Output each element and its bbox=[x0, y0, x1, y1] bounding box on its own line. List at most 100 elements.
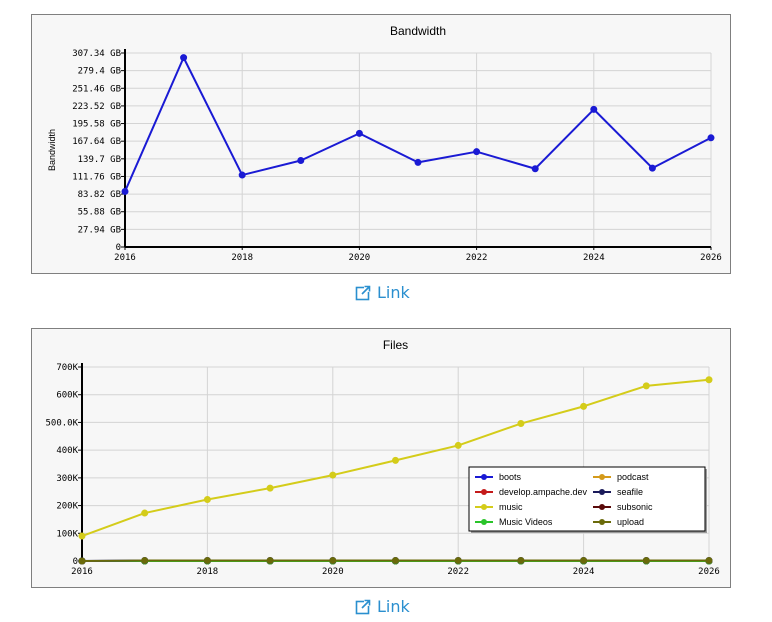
y-tick-label: 27.94 GB bbox=[78, 225, 121, 235]
data-point bbox=[642, 382, 650, 390]
y-axis-label: Bandwidth bbox=[47, 129, 57, 171]
y-tick-label: 200K bbox=[56, 502, 78, 512]
x-tick-label: 2024 bbox=[573, 567, 595, 577]
bandwidth-chart: Bandwidth 0 27.94 GB 55.88 GB 83.82 GB 111.76… bbox=[47, 24, 722, 263]
data-point bbox=[454, 441, 462, 449]
x-tick-label: 2018 bbox=[197, 567, 219, 577]
y-tick-label: 0 bbox=[73, 557, 78, 567]
data-point bbox=[414, 158, 422, 166]
y-tick-label: 195.58 GB bbox=[72, 120, 121, 130]
x-tick-label: 2026 bbox=[700, 253, 722, 263]
x-tick-label: 2024 bbox=[583, 253, 605, 263]
legend-label: boots bbox=[499, 472, 522, 482]
data-point bbox=[517, 556, 525, 564]
y-tick-label: 55.88 GB bbox=[78, 208, 121, 218]
y-tick-label: 600K bbox=[56, 391, 78, 401]
data-point bbox=[203, 556, 211, 564]
x-tick-label: 2020 bbox=[349, 253, 371, 263]
data-point bbox=[590, 105, 598, 113]
series-upload bbox=[78, 556, 713, 565]
external-link-icon bbox=[355, 284, 371, 300]
y-tick-label: 139.7 GB bbox=[78, 155, 121, 165]
legend-label: subsonic bbox=[617, 502, 653, 512]
data-point bbox=[517, 420, 525, 428]
x-tick-label: 2026 bbox=[698, 567, 720, 577]
legend-item: upload bbox=[593, 517, 644, 527]
plot-area bbox=[125, 53, 711, 247]
data-point bbox=[141, 509, 149, 517]
data-point bbox=[392, 556, 399, 564]
legend-label: develop.ampache.dev bbox=[499, 487, 588, 497]
legend-swatch-point bbox=[481, 489, 487, 495]
x-tick-label: 2016 bbox=[114, 253, 136, 263]
legend-item: Music Videos bbox=[475, 517, 553, 527]
bandwidth-link-label: Link bbox=[377, 283, 410, 302]
x-tick-label: 2020 bbox=[322, 567, 344, 577]
files-chart: Files 0 100K 200K 300K 400K 500.0K 600K 700K 2016… bbox=[45, 338, 720, 577]
y-tick-label: 111.76 GB bbox=[72, 172, 121, 182]
x-tick-label: 2022 bbox=[447, 567, 469, 577]
legend-swatch-point bbox=[481, 519, 487, 525]
data-point bbox=[121, 187, 129, 195]
data-point bbox=[531, 165, 539, 173]
data-point bbox=[580, 402, 588, 410]
data-point bbox=[78, 532, 86, 540]
series-music bbox=[78, 376, 713, 540]
files-link-label: Link bbox=[377, 597, 410, 616]
chart-title: Files bbox=[383, 338, 408, 352]
data-point bbox=[141, 556, 149, 564]
data-point bbox=[266, 484, 274, 492]
data-point bbox=[329, 556, 337, 564]
legend-item: music bbox=[475, 502, 523, 512]
files-chart-panel: Files 0 100K 200K 300K 400K 500.0K 600K 700K 2016… bbox=[31, 328, 731, 588]
data-point bbox=[203, 495, 211, 503]
y-tick-label: 83.82 GB bbox=[78, 190, 121, 200]
legend-label: music bbox=[499, 502, 523, 512]
legend-item: develop.ampache.dev bbox=[475, 487, 588, 497]
legend-box bbox=[468, 466, 706, 532]
legend-label: Music Videos bbox=[499, 517, 553, 527]
data-point bbox=[238, 171, 246, 179]
y-tick-label: 167.64 GB bbox=[72, 137, 121, 147]
data-point bbox=[297, 157, 305, 165]
y-tick-label: 300K bbox=[56, 474, 78, 484]
data-point bbox=[580, 556, 588, 564]
y-tick-label: 279.4 GB bbox=[78, 67, 121, 77]
y-tick-label: 100K bbox=[56, 529, 78, 539]
y-tick-label: 700K bbox=[56, 363, 78, 373]
data-point bbox=[329, 471, 337, 479]
legend-swatch-point bbox=[599, 474, 605, 480]
chart-title: Bandwidth bbox=[390, 24, 446, 38]
legend-label: podcast bbox=[617, 472, 649, 482]
legend: boots podcast develop.ampache.dev seafile mu… bbox=[468, 466, 707, 533]
y-tick-label: 307.34 GB bbox=[72, 49, 121, 59]
bandwidth-chart-panel: Bandwidth 0 27.94 GB 55.88 GB 83.82 GB 111.76… bbox=[31, 14, 731, 274]
legend-item: subsonic bbox=[593, 502, 653, 512]
y-tick-label: 0 bbox=[116, 243, 121, 253]
data-point bbox=[648, 164, 656, 172]
y-tick-label: 223.52 GB bbox=[72, 102, 121, 112]
data-point bbox=[454, 556, 462, 564]
data-point bbox=[392, 456, 399, 464]
data-point bbox=[473, 148, 481, 156]
y-tick-label: 400K bbox=[56, 446, 78, 456]
data-point bbox=[266, 556, 274, 564]
x-tick-label: 2016 bbox=[71, 567, 93, 577]
y-tick-label: 500.0K bbox=[45, 418, 78, 428]
x-tick-label: 2022 bbox=[466, 253, 488, 263]
legend-label: upload bbox=[617, 517, 644, 527]
data-point bbox=[707, 134, 715, 142]
data-point bbox=[642, 556, 650, 564]
external-link-icon bbox=[355, 598, 371, 614]
legend-swatch-point bbox=[599, 519, 605, 525]
data-point bbox=[180, 54, 188, 62]
y-tick-label: 251.46 GB bbox=[72, 84, 121, 94]
legend-item: boots bbox=[475, 472, 522, 482]
legend-swatch-point bbox=[481, 504, 487, 510]
legend-item: podcast bbox=[593, 472, 649, 482]
bandwidth-link[interactable]: Link bbox=[355, 283, 410, 302]
legend-swatch-point bbox=[481, 474, 487, 480]
data-point bbox=[355, 129, 363, 137]
files-link[interactable]: Link bbox=[355, 597, 410, 616]
x-tick-label: 2018 bbox=[231, 253, 253, 263]
